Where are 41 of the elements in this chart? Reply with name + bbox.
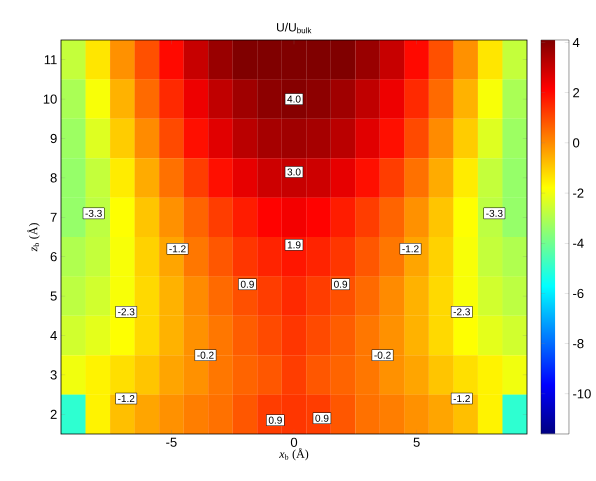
x-axis-title: x$_{b}$ (Å) [279, 448, 308, 460]
color-bar-label: 2 [573, 88, 580, 98]
y-tick-label: 9 [50, 134, 57, 144]
annotation: 0.9 [334, 280, 348, 288]
y-tick-label: 3 [50, 370, 57, 380]
x-tick-label: 5 [414, 438, 420, 447]
color-bar-label: -6 [573, 288, 584, 298]
color-bar-label: 0 [573, 138, 580, 148]
y-tick-label: 4 [50, 331, 57, 340]
annotation: -0.2 [374, 352, 391, 359]
annotation: -1.2 [169, 245, 186, 252]
annotation: -2.3 [454, 308, 470, 316]
annotation: -3.3 [486, 210, 503, 217]
y-tick-label: 7 [50, 212, 57, 222]
annotation: -1.2 [118, 395, 134, 402]
annotation: -1.2 [454, 395, 470, 402]
annotation: 3.0 [287, 168, 301, 176]
x-tick-label: 0 [290, 438, 298, 447]
color-bar-label: -2 [573, 188, 584, 198]
annotation: 0.9 [240, 280, 254, 288]
y-tick-label: 2 [50, 410, 57, 419]
annotation: 0.9 [315, 414, 328, 422]
annotation: -3.3 [85, 210, 102, 217]
color-bar-label: -4 [573, 238, 584, 248]
y-tick-label: 8 [50, 173, 57, 182]
chart-title: U/U$_{bulk}$ [277, 22, 312, 34]
annotation: 1.9 [288, 241, 300, 248]
annotation: -2.3 [118, 308, 134, 316]
color-bar-label: 4 [572, 38, 580, 47]
y-tick-label: 10 [44, 94, 57, 104]
annotation: -1.2 [402, 245, 419, 252]
annotation: -0.2 [197, 352, 214, 359]
y-tick-label: 11 [44, 55, 57, 64]
x-tick-label: -5 [166, 438, 177, 447]
color-bar-label: -8 [573, 339, 584, 348]
color-bar-label: -10 [573, 389, 591, 398]
y-tick-label: 5 [50, 292, 57, 301]
y-axis-title: z$_{b}$ (Å) [27, 223, 40, 252]
annotation: 4.0 [287, 96, 301, 103]
annotation: 0.9 [268, 416, 282, 424]
y-tick-label: 6 [50, 252, 57, 262]
